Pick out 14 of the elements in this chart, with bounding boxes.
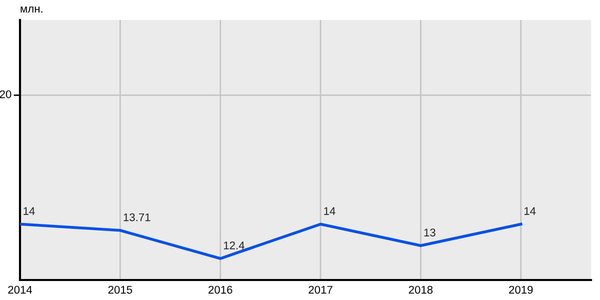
data-label: 14 <box>524 207 536 215</box>
x-tick-label: 2014 <box>8 286 32 294</box>
x-tick-label: 2015 <box>108 286 132 294</box>
x-tick-label: 2018 <box>408 286 433 294</box>
data-label: 13 <box>424 228 436 236</box>
data-label: 14 <box>324 207 336 215</box>
y-axis-title: млн. <box>20 6 42 13</box>
x-tick-label: 2017 <box>308 286 332 294</box>
data-label: 13.71 <box>124 213 150 222</box>
ref-line-label: 20 <box>0 90 12 98</box>
x-tick-label: 2019 <box>509 286 533 294</box>
data-label: 12.4 <box>224 242 244 250</box>
data-label: 14 <box>24 207 35 215</box>
x-tick-label: 2016 <box>208 286 232 294</box>
